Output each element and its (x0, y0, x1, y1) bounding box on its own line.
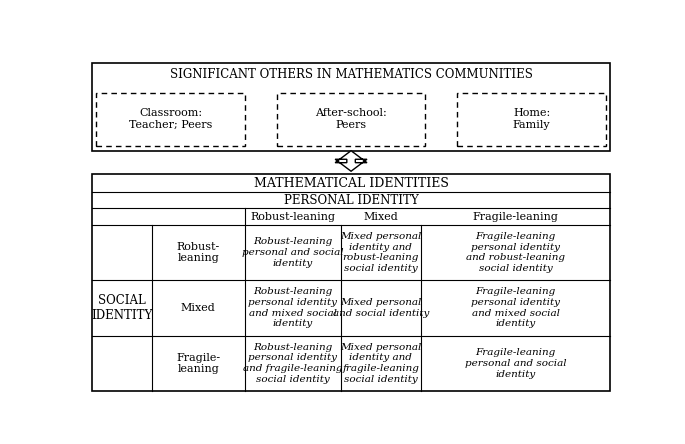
Text: SOCIAL
IDENTITY: SOCIAL IDENTITY (91, 294, 153, 322)
Text: SIGNIFICANT OTHERS IN MATHEMATICS COMMUNITIES: SIGNIFICANT OTHERS IN MATHEMATICS COMMUN… (170, 68, 532, 81)
Text: Fragile-leaning
personal and social
identity: Fragile-leaning personal and social iden… (464, 348, 566, 379)
Text: Robust-leaning
personal identity
and fragile-leaning
social identity: Robust-leaning personal identity and fra… (243, 343, 342, 384)
Text: MATHEMATICAL IDENTITIES: MATHEMATICAL IDENTITIES (253, 177, 449, 190)
Text: Mixed personal
identity and
fragile-leaning
social identity: Mixed personal identity and fragile-lean… (340, 343, 421, 384)
Text: Mixed: Mixed (364, 212, 398, 222)
Text: After-school:
Peers: After-school: Peers (315, 108, 387, 130)
Text: Fragile-
leaning: Fragile- leaning (176, 353, 221, 374)
Text: Robust-
leaning: Robust- leaning (177, 242, 220, 263)
Text: Classroom:
Teacher; Peers: Classroom: Teacher; Peers (129, 108, 212, 130)
Text: Mixed: Mixed (181, 303, 216, 313)
Bar (92, 174, 610, 391)
Text: PERSONAL IDENTITY: PERSONAL IDENTITY (284, 194, 419, 206)
Text: Fragile-leaning
personal identity
and robust-leaning
social identity: Fragile-leaning personal identity and ro… (466, 232, 565, 273)
Bar (96, 93, 245, 146)
Text: Home:
Family: Home: Family (513, 108, 550, 130)
Text: Robust-leaning
personal and social
identity: Robust-leaning personal and social ident… (242, 238, 344, 268)
Bar (92, 63, 610, 151)
Polygon shape (335, 151, 367, 171)
Text: Mixed personal
identity and
robust-leaning
social identity: Mixed personal identity and robust-leani… (340, 232, 421, 273)
Text: Mixed personal
and social identity: Mixed personal and social identity (333, 298, 429, 318)
Text: Robust-leaning
personal identity
and mixed social
identity: Robust-leaning personal identity and mix… (248, 287, 337, 329)
Bar (277, 93, 425, 146)
Text: Fragile-leaning: Fragile-leaning (473, 212, 558, 222)
Text: Fragile-leaning
personal identity
and mixed social
identity: Fragile-leaning personal identity and mi… (471, 287, 560, 329)
Text: Robust-leaning: Robust-leaning (250, 212, 335, 222)
Bar (457, 93, 606, 146)
